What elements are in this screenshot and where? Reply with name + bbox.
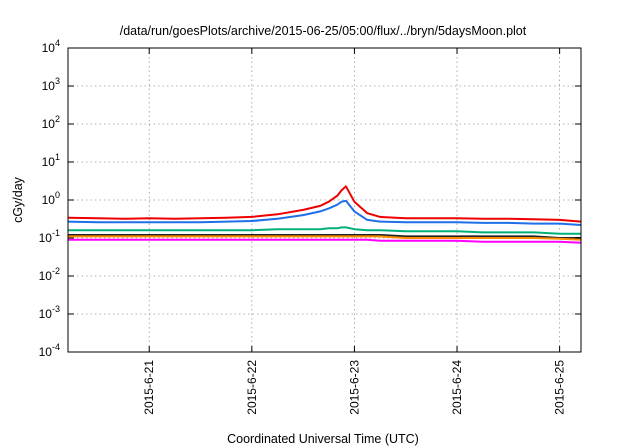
y-tick-label: 104	[42, 38, 60, 55]
chart-title: /data/run/goesPlots/archive/2015-06-25/0…	[120, 24, 527, 38]
x-tick-label: 2015-6-23	[347, 360, 361, 415]
y-axis: 10-4 10-3 10-2 10-1 100 101 102 103 104	[39, 38, 581, 359]
x-tick-label: 2015-6-25	[553, 360, 567, 415]
y-tick-label: 10-1	[39, 228, 60, 245]
series-line-4	[68, 234, 581, 239]
series-line-3	[68, 226, 581, 235]
series-line-1	[67, 185, 582, 223]
x-axis-label: Coordinated Universal Time (UTC)	[227, 432, 419, 446]
series-line-5	[68, 235, 582, 241]
y-tick-label: 10-4	[39, 342, 60, 359]
series-group	[67, 185, 582, 244]
y-tick-label: 101	[42, 152, 60, 169]
y-tick-label: 103	[42, 76, 60, 93]
y-axis-label: cGy/day	[11, 176, 25, 223]
y-tick-label: 10-3	[39, 304, 60, 321]
y-tick-label: 10-2	[39, 266, 60, 283]
grid-lines	[68, 48, 581, 352]
y-tick-label: 100	[42, 190, 60, 207]
series-line-2	[67, 199, 582, 226]
x-tick-label: 2015-6-21	[142, 360, 156, 415]
y-tick-label: 102	[42, 114, 60, 131]
x-tick-label: 2015-6-22	[245, 360, 259, 415]
x-axis: 2015-6-21 2015-6-22 2015-6-23 2015-6-24 2015…	[142, 48, 567, 415]
x-tick-label: 2015-6-24	[450, 360, 464, 415]
series-line-6	[68, 238, 582, 244]
